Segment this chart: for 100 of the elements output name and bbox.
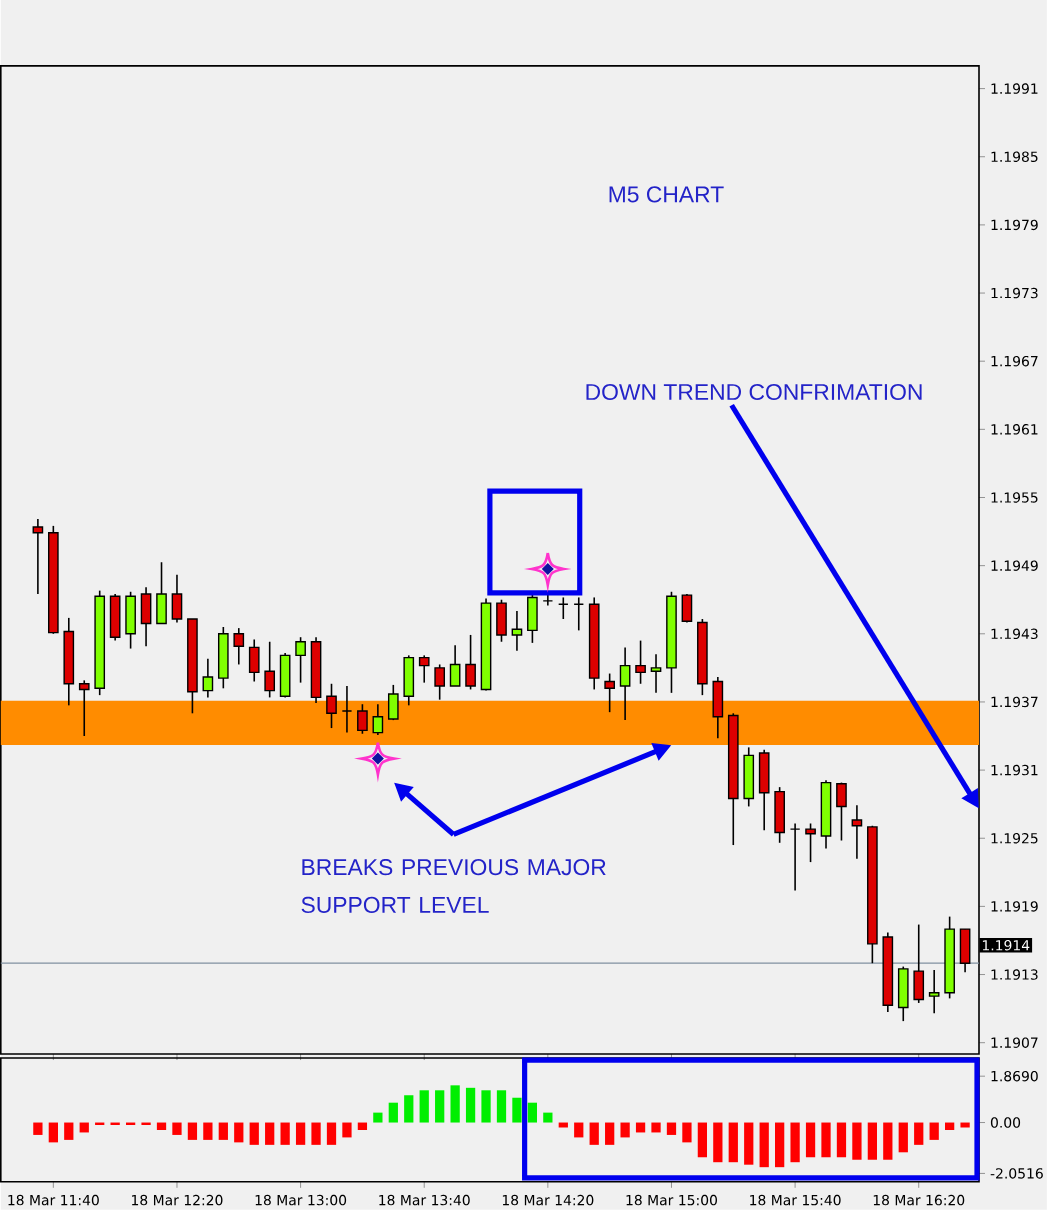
candlestick bbox=[526, 593, 538, 644]
candlestick bbox=[279, 652, 291, 699]
candlestick bbox=[789, 822, 801, 892]
bar bbox=[805, 1122, 816, 1158]
candlestick bbox=[202, 657, 214, 699]
candlestick bbox=[295, 636, 306, 684]
candlestick bbox=[140, 586, 152, 648]
bar bbox=[465, 1087, 476, 1123]
bar bbox=[264, 1122, 275, 1145]
bar bbox=[233, 1122, 244, 1143]
candlestick bbox=[758, 748, 770, 832]
bar bbox=[481, 1090, 491, 1123]
bar bbox=[573, 1122, 584, 1138]
bar bbox=[280, 1122, 290, 1145]
bar bbox=[713, 1122, 723, 1163]
candlestick bbox=[465, 634, 476, 691]
candlestick bbox=[78, 679, 90, 737]
candlestick bbox=[913, 923, 924, 1004]
candlestick bbox=[511, 610, 523, 652]
candlestick bbox=[233, 627, 244, 666]
candlestick bbox=[341, 685, 353, 734]
bar bbox=[388, 1102, 398, 1123]
candlestick bbox=[774, 786, 785, 844]
bar bbox=[373, 1112, 383, 1123]
annotation: BREAKS PREVIOUS MAJOR SUPPORT LEVEL bbox=[301, 859, 606, 914]
candlestick bbox=[248, 638, 260, 683]
bar bbox=[867, 1122, 877, 1160]
bar bbox=[326, 1122, 336, 1145]
bar bbox=[527, 1102, 537, 1123]
bar bbox=[620, 1122, 630, 1138]
bar bbox=[589, 1122, 599, 1145]
bar bbox=[311, 1122, 321, 1145]
bar bbox=[852, 1122, 862, 1160]
bar bbox=[342, 1122, 352, 1138]
candlestick bbox=[805, 822, 816, 863]
bar bbox=[33, 1122, 43, 1135]
bar bbox=[496, 1090, 506, 1123]
candlestick bbox=[264, 640, 275, 699]
bar bbox=[357, 1122, 367, 1130]
candlestick bbox=[418, 654, 430, 684]
bar bbox=[512, 1097, 522, 1123]
bar bbox=[249, 1122, 259, 1145]
bar bbox=[774, 1122, 785, 1168]
bar bbox=[203, 1122, 213, 1140]
bar bbox=[913, 1122, 924, 1145]
candlestick bbox=[959, 928, 971, 974]
candlestick bbox=[217, 626, 229, 690]
candlestick bbox=[155, 561, 167, 625]
candlestick bbox=[32, 518, 44, 595]
candlestick bbox=[650, 653, 662, 694]
bar bbox=[543, 1112, 553, 1123]
candlestick bbox=[743, 746, 754, 808]
candlestick bbox=[573, 596, 584, 632]
bar bbox=[187, 1122, 197, 1140]
bar bbox=[697, 1122, 707, 1158]
bar bbox=[759, 1122, 769, 1168]
candlestick bbox=[125, 590, 136, 650]
candlestick bbox=[495, 598, 507, 643]
candlestick bbox=[712, 676, 723, 740]
bar bbox=[743, 1122, 754, 1165]
bar bbox=[156, 1122, 166, 1130]
candlestick bbox=[928, 969, 940, 1014]
candlestick bbox=[851, 804, 863, 860]
candlestick bbox=[557, 596, 569, 620]
annotation: M5 CHART bbox=[609, 186, 724, 203]
bar bbox=[728, 1122, 738, 1163]
candlestick bbox=[356, 703, 368, 735]
candlestick bbox=[897, 965, 909, 1022]
annotation: DOWN TREND CONFRIMATION bbox=[586, 383, 922, 401]
bar bbox=[450, 1085, 460, 1123]
candlestick bbox=[387, 684, 399, 721]
bar bbox=[898, 1122, 908, 1153]
candlestick bbox=[619, 646, 631, 721]
bar bbox=[604, 1122, 615, 1145]
candlestick bbox=[635, 639, 646, 685]
bar bbox=[295, 1122, 306, 1145]
candlestick bbox=[449, 644, 461, 687]
bar bbox=[929, 1122, 939, 1140]
bar bbox=[403, 1095, 414, 1123]
candlestick bbox=[403, 654, 414, 707]
candlestick bbox=[109, 593, 121, 642]
candlestick bbox=[171, 573, 183, 624]
bar bbox=[883, 1122, 893, 1160]
bar bbox=[63, 1122, 74, 1140]
candlestick bbox=[325, 682, 337, 729]
bar bbox=[836, 1122, 846, 1158]
bar bbox=[666, 1122, 676, 1135]
bar bbox=[172, 1122, 182, 1135]
candlestick bbox=[372, 703, 384, 736]
candlestick bbox=[681, 593, 693, 624]
bar bbox=[651, 1122, 661, 1133]
bar bbox=[944, 1122, 955, 1130]
bar bbox=[790, 1122, 800, 1163]
candlestick bbox=[835, 781, 847, 842]
bar bbox=[682, 1122, 692, 1143]
bar bbox=[434, 1090, 445, 1123]
bar bbox=[218, 1122, 228, 1140]
candlestick bbox=[604, 672, 615, 713]
bar bbox=[419, 1090, 429, 1123]
bar bbox=[821, 1122, 831, 1158]
